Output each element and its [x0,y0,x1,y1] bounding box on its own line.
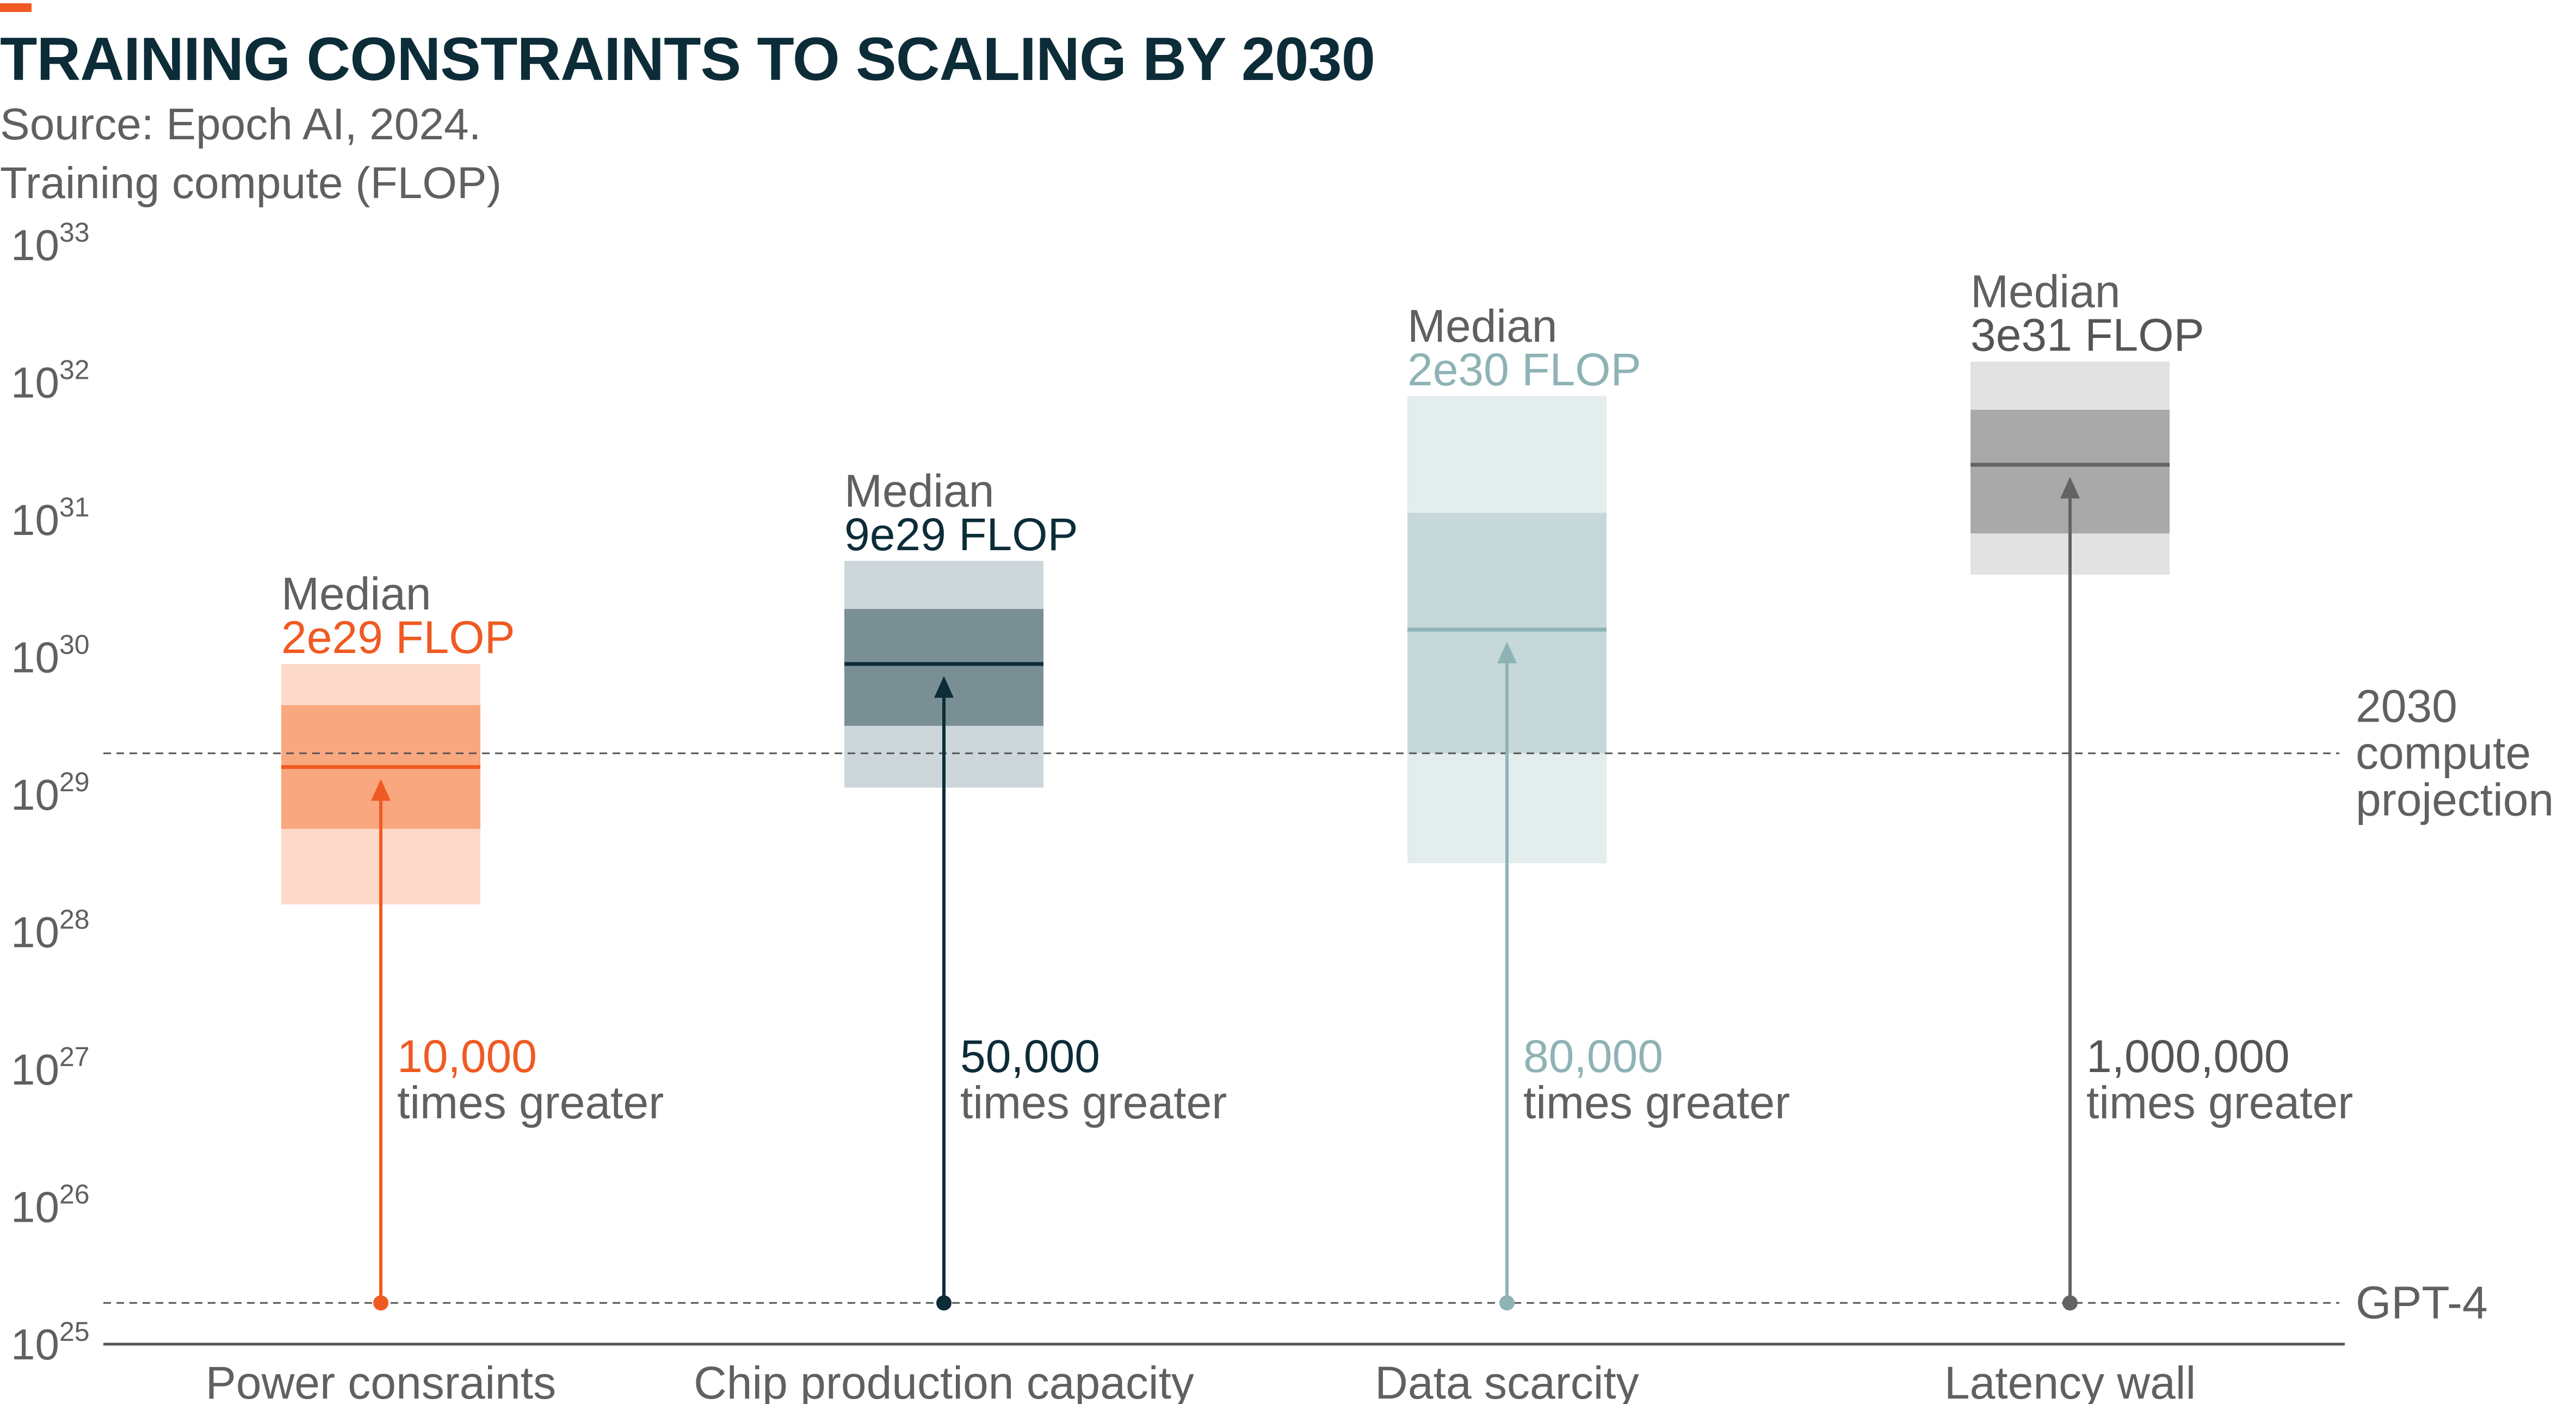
y-tick-label-31: 1031 [11,492,90,544]
median-value-latency-wall: 3e31 FLOP [1970,310,2204,361]
median-title-data-scarcity: Median [1407,300,1558,352]
category-label-power-consraints: Power consraints [206,1357,556,1404]
y-tick-label-25: 1025 [11,1316,90,1369]
multiplier-value-chip-production-capacity: 50,000 [960,1031,1100,1082]
reference-label-gpt-4-0: GPT-4 [2356,1277,2488,1328]
y-tick-label-33: 1033 [11,217,90,269]
y-tick-label-32: 1032 [11,355,90,407]
arrow-origin-dot-power-consraints [373,1295,388,1311]
reference-label-2030-compute-projection-1: compute [2356,727,2531,778]
y-tick-label-28: 1028 [11,904,90,957]
multiplier-value-latency-wall: 1,000,000 [2086,1031,2290,1082]
reference-label-2030-compute-projection-0: 2030 [2356,680,2457,731]
median-value-data-scarcity: 2e30 FLOP [1407,344,1641,395]
arrow-head-power-consraints [371,779,391,801]
arrow-head-latency-wall [2060,477,2080,498]
category-label-latency-wall: Latency wall [1944,1357,2196,1404]
multiplier-text-latency-wall: times greater [2086,1077,2353,1128]
multiplier-text-chip-production-capacity: times greater [960,1077,1227,1128]
median-title-latency-wall: Median [1970,266,2121,317]
chart-source: Source: Epoch AI, 2024. [0,100,481,149]
arrow-origin-dot-data-scarcity [1499,1295,1515,1311]
median-title-power-consraints: Median [281,568,431,619]
accent-bar [0,3,32,12]
median-title-chip-production-capacity: Median [844,465,994,516]
y-tick-label-30: 1030 [11,630,90,682]
arrow-head-data-scarcity [1497,642,1517,663]
y-axis-label: Training compute (FLOP) [0,158,502,208]
median-value-chip-production-capacity: 9e29 FLOP [844,509,1078,560]
multiplier-value-power-consraints: 10,000 [397,1031,537,1082]
arrow-origin-dot-chip-production-capacity [936,1295,952,1311]
chart-title: TRAINING CONSTRAINTS TO SCALING BY 2030 [0,25,1375,93]
median-value-power-consraints: 2e29 FLOP [281,612,515,663]
multiplier-text-power-consraints: times greater [397,1077,664,1128]
y-tick-label-27: 1027 [11,1042,90,1094]
category-label-chip-production-capacity: Chip production capacity [694,1357,1194,1404]
y-tick-label-29: 1029 [11,767,90,819]
y-tick-label-26: 1026 [11,1179,90,1231]
arrow-head-chip-production-capacity [934,676,954,698]
multiplier-text-data-scarcity: times greater [1523,1077,1790,1128]
arrow-origin-dot-latency-wall [2062,1295,2078,1311]
multiplier-value-data-scarcity: 80,000 [1523,1031,1663,1082]
reference-label-2030-compute-projection-2: projection [2356,774,2554,825]
category-label-data-scarcity: Data scarcity [1375,1357,1639,1404]
